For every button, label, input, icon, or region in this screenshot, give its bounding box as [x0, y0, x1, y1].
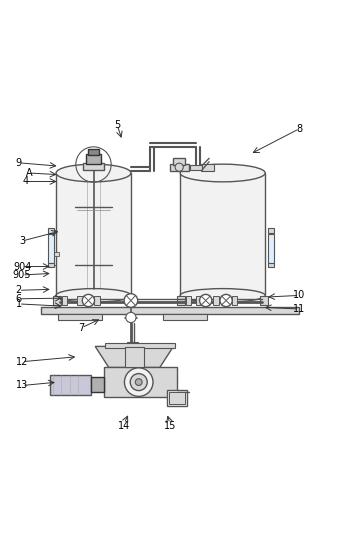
Text: 12: 12: [16, 357, 28, 367]
Bar: [94, 296, 100, 305]
Bar: [260, 296, 268, 305]
Bar: [170, 164, 189, 171]
Bar: [268, 263, 274, 267]
Bar: [48, 234, 54, 263]
Bar: [173, 158, 185, 164]
Text: 14: 14: [118, 421, 130, 431]
Text: 2: 2: [16, 285, 22, 295]
Text: 905: 905: [13, 270, 31, 280]
Text: 5: 5: [114, 120, 120, 130]
Bar: [58, 314, 102, 320]
Bar: [125, 347, 144, 367]
Bar: [127, 342, 138, 347]
Text: 3: 3: [19, 236, 25, 246]
Bar: [56, 173, 131, 295]
Bar: [126, 296, 134, 305]
Bar: [86, 154, 101, 164]
Text: 8: 8: [296, 124, 302, 134]
Ellipse shape: [180, 289, 265, 302]
Bar: [232, 296, 237, 305]
Bar: [48, 228, 54, 233]
Bar: [180, 173, 265, 295]
Text: 4: 4: [22, 177, 29, 186]
Text: 7: 7: [79, 323, 85, 333]
Circle shape: [175, 163, 183, 171]
Ellipse shape: [56, 164, 131, 182]
Bar: [104, 367, 177, 398]
Text: 15: 15: [164, 421, 176, 431]
Bar: [196, 296, 202, 305]
Bar: [163, 314, 207, 320]
Bar: [186, 296, 191, 305]
Bar: [83, 163, 104, 169]
Bar: [201, 164, 214, 171]
Text: 904: 904: [13, 261, 31, 272]
Circle shape: [130, 373, 147, 390]
Bar: [50, 375, 91, 395]
Bar: [53, 296, 61, 305]
Text: 9: 9: [16, 158, 22, 168]
Bar: [268, 234, 274, 263]
Bar: [48, 263, 54, 267]
Bar: [91, 377, 104, 392]
Circle shape: [200, 294, 212, 306]
Text: 10: 10: [293, 290, 305, 300]
Ellipse shape: [56, 289, 131, 302]
Bar: [62, 296, 67, 305]
Circle shape: [220, 294, 232, 306]
Circle shape: [126, 312, 136, 323]
Text: 1: 1: [16, 299, 22, 309]
Circle shape: [135, 379, 142, 386]
Polygon shape: [95, 346, 173, 367]
Bar: [53, 252, 59, 256]
Text: 6: 6: [16, 294, 22, 304]
Bar: [88, 148, 99, 155]
Bar: [105, 343, 175, 348]
Bar: [167, 389, 187, 406]
Bar: [190, 165, 202, 170]
Text: 11: 11: [293, 304, 305, 314]
Bar: [177, 296, 185, 305]
Bar: [169, 392, 185, 404]
Bar: [268, 228, 274, 233]
Bar: [77, 296, 83, 305]
Bar: [41, 306, 299, 314]
Text: A: A: [26, 168, 32, 178]
Bar: [213, 296, 219, 305]
Circle shape: [124, 368, 153, 397]
Text: 13: 13: [16, 381, 28, 390]
Ellipse shape: [180, 164, 265, 182]
Circle shape: [82, 294, 95, 306]
Circle shape: [124, 294, 138, 307]
